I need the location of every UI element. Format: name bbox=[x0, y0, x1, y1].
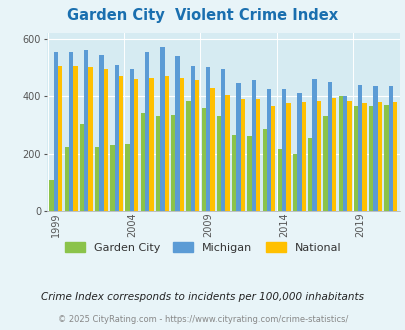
Text: Garden City  Violent Crime Index: Garden City Violent Crime Index bbox=[67, 8, 338, 23]
Bar bbox=[134, 79, 138, 211]
Bar bbox=[49, 180, 53, 211]
Bar bbox=[73, 66, 77, 211]
Bar bbox=[64, 147, 69, 211]
Bar bbox=[125, 144, 130, 211]
Bar bbox=[141, 114, 145, 211]
Bar bbox=[271, 106, 275, 211]
Bar bbox=[262, 129, 266, 211]
Bar bbox=[312, 79, 316, 211]
Bar bbox=[307, 138, 312, 211]
Bar bbox=[392, 102, 396, 211]
Bar bbox=[194, 81, 199, 211]
Bar bbox=[286, 103, 290, 211]
Bar bbox=[110, 145, 114, 211]
Bar bbox=[362, 103, 366, 211]
Bar bbox=[292, 154, 296, 211]
Bar bbox=[377, 102, 381, 211]
Bar bbox=[342, 96, 346, 211]
Bar bbox=[149, 78, 153, 211]
Bar bbox=[179, 78, 183, 211]
Bar bbox=[346, 101, 351, 211]
Bar bbox=[130, 69, 134, 211]
Bar bbox=[186, 101, 190, 211]
Bar bbox=[69, 52, 73, 211]
Bar bbox=[88, 68, 92, 211]
Bar bbox=[156, 116, 160, 211]
Bar bbox=[255, 99, 260, 211]
Bar bbox=[338, 96, 342, 211]
Bar bbox=[240, 99, 244, 211]
Bar bbox=[205, 68, 210, 211]
Bar bbox=[384, 105, 388, 211]
Bar bbox=[216, 116, 221, 211]
Bar bbox=[247, 137, 251, 211]
Bar bbox=[368, 106, 373, 211]
Bar bbox=[301, 102, 305, 211]
Bar bbox=[225, 95, 229, 211]
Bar bbox=[296, 93, 301, 211]
Bar bbox=[331, 98, 335, 211]
Bar bbox=[171, 115, 175, 211]
Bar bbox=[323, 116, 327, 211]
Bar bbox=[84, 50, 88, 211]
Bar bbox=[357, 85, 362, 211]
Bar bbox=[277, 149, 281, 211]
Bar bbox=[58, 66, 62, 211]
Bar bbox=[232, 135, 236, 211]
Bar bbox=[327, 82, 331, 211]
Bar bbox=[175, 56, 179, 211]
Bar bbox=[251, 81, 255, 211]
Bar bbox=[119, 76, 123, 211]
Bar bbox=[80, 123, 84, 211]
Bar bbox=[114, 65, 119, 211]
Bar bbox=[266, 89, 271, 211]
Bar bbox=[53, 52, 58, 211]
Bar bbox=[281, 89, 286, 211]
Bar bbox=[103, 69, 108, 211]
Bar bbox=[316, 101, 320, 211]
Text: © 2025 CityRating.com - https://www.cityrating.com/crime-statistics/: © 2025 CityRating.com - https://www.city… bbox=[58, 315, 347, 324]
Text: Crime Index corresponds to incidents per 100,000 inhabitants: Crime Index corresponds to incidents per… bbox=[41, 292, 364, 302]
Bar bbox=[210, 87, 214, 211]
Bar bbox=[353, 106, 357, 211]
Bar bbox=[373, 86, 377, 211]
Bar bbox=[160, 48, 164, 211]
Bar bbox=[190, 66, 194, 211]
Bar bbox=[145, 52, 149, 211]
Bar bbox=[236, 83, 240, 211]
Bar bbox=[201, 108, 205, 211]
Bar bbox=[388, 86, 392, 211]
Bar bbox=[221, 69, 225, 211]
Bar bbox=[95, 147, 99, 211]
Bar bbox=[99, 54, 103, 211]
Bar bbox=[164, 76, 168, 211]
Legend: Garden City, Michigan, National: Garden City, Michigan, National bbox=[62, 240, 343, 255]
